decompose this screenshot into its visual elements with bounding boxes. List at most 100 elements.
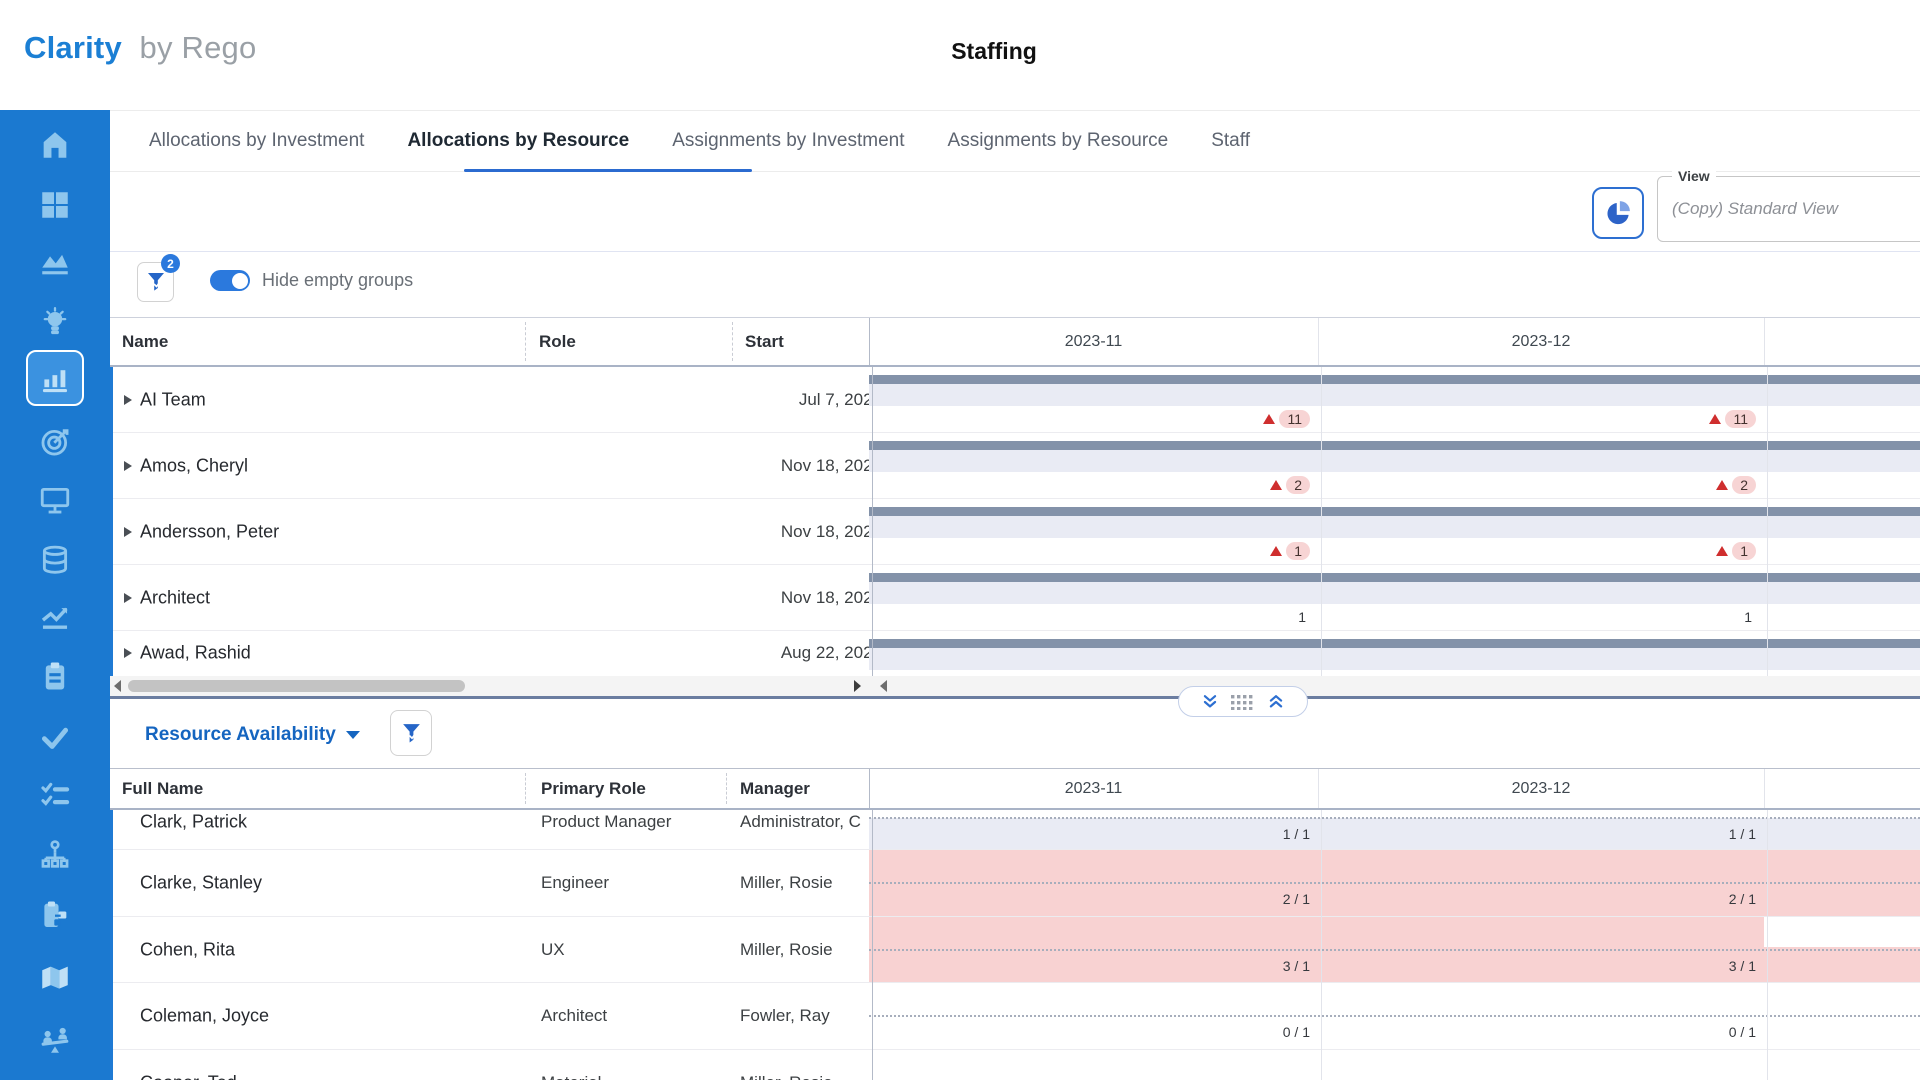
org-chart-icon[interactable]	[36, 836, 74, 874]
collapse-up-icon[interactable]	[1267, 694, 1285, 710]
tab-allocations-by-investment[interactable]: Allocations by Investment	[149, 130, 365, 151]
workflow-icon[interactable]	[36, 896, 74, 934]
allocation-bar[interactable]	[869, 507, 1920, 516]
manager-cell: Fowler, Ray	[740, 983, 871, 1049]
scroll-right-arrow-icon[interactable]	[854, 680, 861, 692]
bar-chart-icon-active[interactable]	[26, 350, 84, 406]
apps-grid-icon[interactable]	[36, 186, 74, 224]
scroll-left-arrow-icon[interactable]	[114, 680, 121, 692]
capacity-line	[869, 949, 1920, 951]
expand-caret-icon[interactable]	[124, 394, 132, 405]
start-date-cell: Aug 22, 2023	[740, 631, 870, 676]
allocation-count: 1	[1298, 609, 1306, 625]
availability-lane: 1 / 1 1 / 1	[869, 810, 1920, 849]
col-header-full-name[interactable]: Full Name	[122, 778, 204, 798]
tab-allocations-by-resource[interactable]: Allocations by Resource	[407, 130, 630, 151]
availability-row-clarke[interactable]: Clarke, Stanley Engineer Miller, Rosie 2…	[113, 850, 1920, 917]
col-header-name[interactable]: Name	[122, 331, 169, 351]
allocation-band	[869, 582, 1920, 604]
drag-handle-icon[interactable]	[1230, 694, 1256, 710]
resource-availability-dropdown[interactable]: Resource Availability	[145, 718, 360, 752]
availability-lane: 0 / 1 0 / 1	[869, 983, 1920, 1049]
start-date: Jul 7, 2020	[798, 389, 870, 409]
availability-value: 1 / 1	[1728, 826, 1756, 842]
resource-balance-icon[interactable]	[36, 1021, 74, 1059]
timeline-scroll-left-arrow-icon[interactable]	[880, 680, 887, 692]
map-icon[interactable]	[36, 959, 74, 997]
allocation-bar[interactable]	[869, 375, 1920, 384]
availability-row-clark[interactable]: Clark, Patrick Product Manager Administr…	[113, 810, 1920, 850]
month-gridline	[1764, 769, 1765, 808]
availability-value: 1 / 1	[1282, 826, 1310, 842]
home-icon[interactable]	[36, 126, 74, 164]
area-chart-icon[interactable]	[36, 243, 74, 281]
col-header-start[interactable]: Start	[745, 331, 784, 351]
full-name: Coleman, Joyce	[140, 1005, 270, 1026]
availability-filter-button[interactable]	[390, 710, 432, 756]
pane-resize-control	[1178, 686, 1308, 717]
filter-count-badge: 2	[161, 254, 180, 273]
scrollbar-thumb[interactable]	[128, 680, 465, 692]
check-icon[interactable]	[36, 719, 74, 757]
col-header-primary-role[interactable]: Primary Role	[541, 778, 646, 798]
warning-badge: 2	[1286, 476, 1310, 494]
column-separator	[732, 322, 733, 361]
allocation-bar[interactable]	[869, 441, 1920, 450]
timeline-border	[872, 810, 873, 1080]
hide-empty-groups-toggle[interactable]	[210, 270, 250, 291]
idea-bulb-icon[interactable]	[36, 303, 74, 341]
primary-role: Engineer	[541, 873, 610, 892]
expand-caret-icon[interactable]	[124, 526, 132, 537]
expand-caret-icon[interactable]	[124, 592, 132, 603]
target-icon[interactable]	[36, 423, 74, 461]
allocation-band	[869, 450, 1920, 472]
app-header: Clarity by Rego Staffing	[0, 0, 1920, 110]
month-gridline	[1767, 810, 1768, 1080]
horizontal-scrollbar	[110, 676, 1920, 696]
allocation-band	[869, 648, 1920, 670]
tab-staff[interactable]: Staff	[1211, 130, 1250, 151]
warning-triangle-icon	[1270, 546, 1283, 556]
allocation-row-awad[interactable]: Awad, Rashid Aug 22, 2023	[113, 631, 1920, 676]
main-content: Allocations by Investment Allocations by…	[110, 110, 1920, 1080]
tab-assignments-by-investment[interactable]: Assignments by Investment	[672, 130, 905, 151]
availability-row-coleman[interactable]: Coleman, Joyce Architect Fowler, Ray 0 /…	[113, 983, 1920, 1050]
allocation-bar[interactable]	[869, 573, 1920, 582]
view-selector[interactable]: View (Copy) Standard View	[1657, 168, 1920, 242]
allocation-bar[interactable]	[869, 639, 1920, 648]
allocation-row-ai-team[interactable]: AI Team Jul 7, 2020 11 11	[113, 367, 1920, 433]
active-tab-underline	[464, 169, 752, 172]
availability-row-clipped[interactable]: Cooper, Ted Material Miller, Rosie	[113, 1050, 1920, 1080]
allocations-body: AI Team Jul 7, 2020 11 11 Amos, Cheryl N…	[110, 367, 1920, 676]
task-list-icon[interactable]	[36, 776, 74, 814]
availability-row-cohen[interactable]: Cohen, Rita UX Miller, Rosie 3 / 1 3 / 1	[113, 917, 1920, 983]
manager-cell: Miller, Rosie	[740, 917, 871, 982]
warning-badge: 2	[1732, 476, 1756, 494]
view-legend: View	[1672, 168, 1716, 184]
collapse-down-icon[interactable]	[1201, 694, 1219, 710]
database-icon[interactable]	[36, 541, 74, 579]
expand-caret-icon[interactable]	[124, 648, 132, 658]
chart-view-button[interactable]	[1592, 187, 1644, 239]
col-header-manager[interactable]: Manager	[740, 778, 810, 798]
tab-assignments-by-resource[interactable]: Assignments by Resource	[947, 130, 1169, 151]
month-header-2023-11: 2023-11	[1064, 332, 1123, 350]
manager: Administrator, C	[740, 812, 861, 831]
pane-divider[interactable]	[110, 696, 1920, 699]
monitor-icon[interactable]	[36, 481, 74, 519]
gantt-lane: 1 1	[869, 499, 1920, 564]
month-gridline	[1318, 318, 1319, 365]
trend-line-icon[interactable]	[36, 599, 74, 637]
manager: Miller, Rosie	[740, 1073, 833, 1080]
availability-value: 3 / 1	[1282, 958, 1310, 974]
expand-caret-icon[interactable]	[124, 460, 132, 471]
full-name: Clarke, Stanley	[140, 872, 263, 893]
clipboard-icon[interactable]	[36, 657, 74, 695]
col-header-role[interactable]: Role	[539, 331, 576, 351]
capacity-line	[869, 817, 1920, 819]
